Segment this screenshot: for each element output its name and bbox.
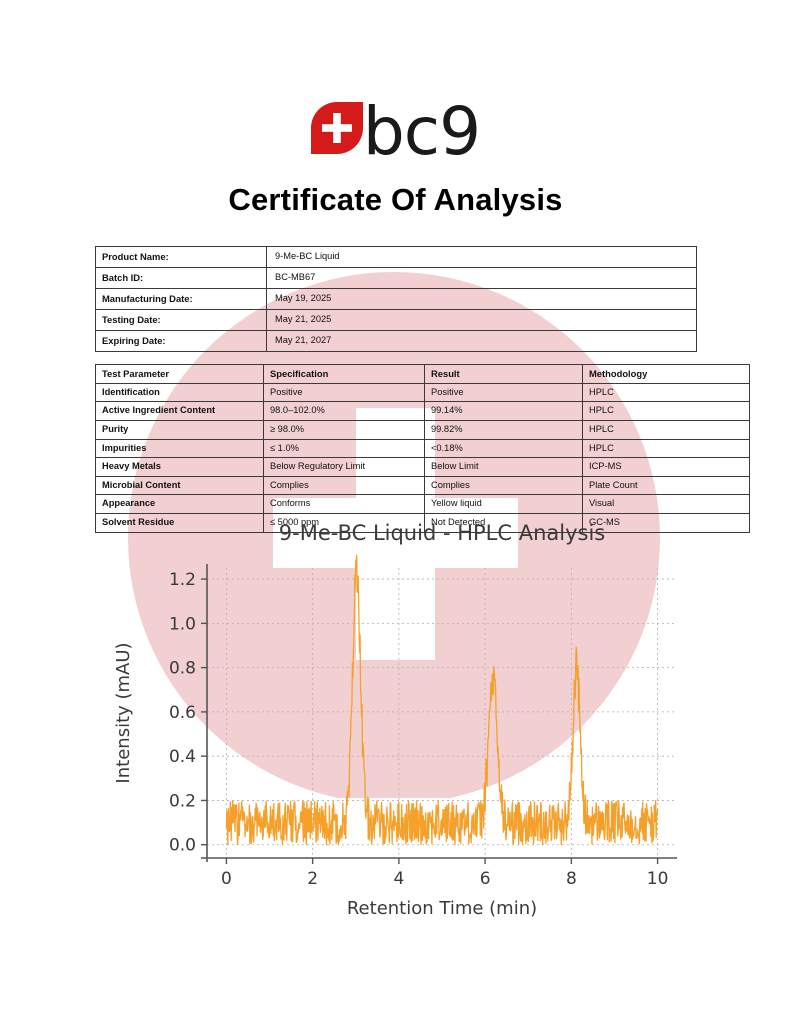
table-row: Product Name: 9-Me-BC Liquid [95, 246, 697, 268]
info-label: Expiring Date: [95, 330, 267, 352]
swiss-cross-badge-icon [310, 102, 363, 154]
chart-svg: 9-Me-BC Liquid - HPLC Analysis 0.0 0.2 0.4 0… [113, 521, 677, 919]
table-cell: ≤ 1.0% [263, 438, 425, 459]
column-header: Specification [263, 364, 425, 384]
table-row: Manufacturing Date: May 19, 2025 [95, 288, 697, 310]
table-cell: HPLC [582, 419, 750, 440]
table-cell: ≥ 98.0% [263, 419, 425, 440]
info-value: 9-Me-BC Liquid [266, 246, 697, 268]
test-parameter-name: Microbial Content [95, 475, 264, 496]
product-info-body: Product Name: 9-Me-BC Liquid Batch ID: BC-M… [95, 246, 697, 352]
table-row: Heavy Metals Below Regulatory Limit Below … [95, 457, 750, 477]
test-parameter-name: Active Ingredient Content [95, 401, 264, 421]
info-label: Batch ID: [95, 267, 267, 289]
table-cell: Plate Count [582, 475, 750, 496]
y-tick-label: 1.0 [169, 614, 196, 634]
x-tick-label: 2 [307, 869, 318, 889]
x-tick-label: 6 [480, 869, 491, 889]
x-tick-label: 4 [393, 869, 404, 889]
y-tick-label: 0.2 [169, 791, 196, 811]
column-header: Result [424, 364, 583, 384]
table-row: Active Ingredient Content 98.0–102.0% 99.1… [95, 401, 750, 421]
table-cell: Complies [263, 475, 425, 496]
table-row: Batch ID: BC-MB67 [95, 267, 697, 289]
x-tick-label: 8 [566, 869, 577, 889]
info-label: Manufacturing Date: [95, 288, 267, 310]
product-info-table: Product Name: 9-Me-BC Liquid Batch ID: BC-M… [95, 246, 697, 352]
y-axis-label: Intensity (mAU) [113, 642, 134, 783]
info-label: Testing Date: [95, 309, 267, 331]
table-cell: <0.18% [424, 438, 583, 459]
page-title: Certificate Of Analysis [228, 182, 563, 217]
table-cell: Positive [424, 382, 583, 403]
test-parameter-name: Identification [95, 382, 264, 403]
brand-wordmark: bc9 [362, 93, 481, 170]
table-row: Impurities ≤ 1.0% <0.18% HPLC [95, 438, 750, 459]
table-row: Identification Positive Positive HPLC [95, 382, 750, 403]
y-tick-label: 0.4 [169, 747, 196, 767]
table-row: Expiring Date: May 21, 2027 [95, 330, 697, 352]
hplc-chromatogram-chart: 9-Me-BC Liquid - HPLC Analysis 0.0 0.2 0.4 0… [95, 510, 697, 930]
table-cell: 98.0–102.0% [263, 401, 425, 421]
table-cell: ICP-MS [582, 457, 750, 477]
table-cell: HPLC [582, 401, 750, 421]
table-row: Microbial Content Complies Complies Plate C… [95, 475, 750, 496]
table-cell: HPLC [582, 438, 750, 459]
column-header: Methodology [582, 364, 750, 384]
test-parameter-name: Heavy Metals [95, 457, 264, 477]
info-label: Product Name: [95, 246, 267, 268]
specification-table-head: Test Parameter Specification Result Methodo… [95, 364, 750, 384]
test-parameter-name: Impurities [95, 438, 264, 459]
y-tick-label: 0.6 [169, 703, 196, 723]
column-header: Test Parameter [95, 364, 264, 384]
table-cell: 99.82% [424, 419, 583, 440]
table-cell: Positive [263, 382, 425, 403]
test-parameter-name: Purity [95, 419, 264, 440]
info-value: May 19, 2025 [266, 288, 697, 310]
x-tick-label: 10 [647, 869, 669, 889]
brand-logo: bc9 [0, 94, 791, 166]
table-cell: Below Limit [424, 457, 583, 477]
table-row: Purity ≥ 98.0% 99.82% HPLC [95, 419, 750, 440]
table-header-row: Test Parameter Specification Result Methodo… [95, 364, 750, 384]
y-tick-label: 0.8 [169, 659, 196, 679]
specification-table: Test Parameter Specification Result Methodo… [95, 364, 750, 533]
info-value: May 21, 2027 [266, 330, 697, 352]
x-axis-label: Retention Time (min) [347, 898, 537, 919]
table-cell: 99.14% [424, 401, 583, 421]
table-cell: Below Regulatory Limit [263, 457, 425, 477]
chart-title: 9-Me-BC Liquid - HPLC Analysis [279, 521, 605, 545]
y-tick-label: 1.2 [169, 570, 196, 590]
x-tick-label: 0 [221, 869, 232, 889]
info-value: May 21, 2025 [266, 309, 697, 331]
y-tick-label: 0.0 [169, 836, 196, 856]
chromatogram-trace [225, 554, 659, 846]
table-cell: HPLC [582, 382, 750, 403]
table-row: Testing Date: May 21, 2025 [95, 309, 697, 331]
table-cell: Complies [424, 475, 583, 496]
info-value: BC-MB67 [266, 267, 697, 289]
